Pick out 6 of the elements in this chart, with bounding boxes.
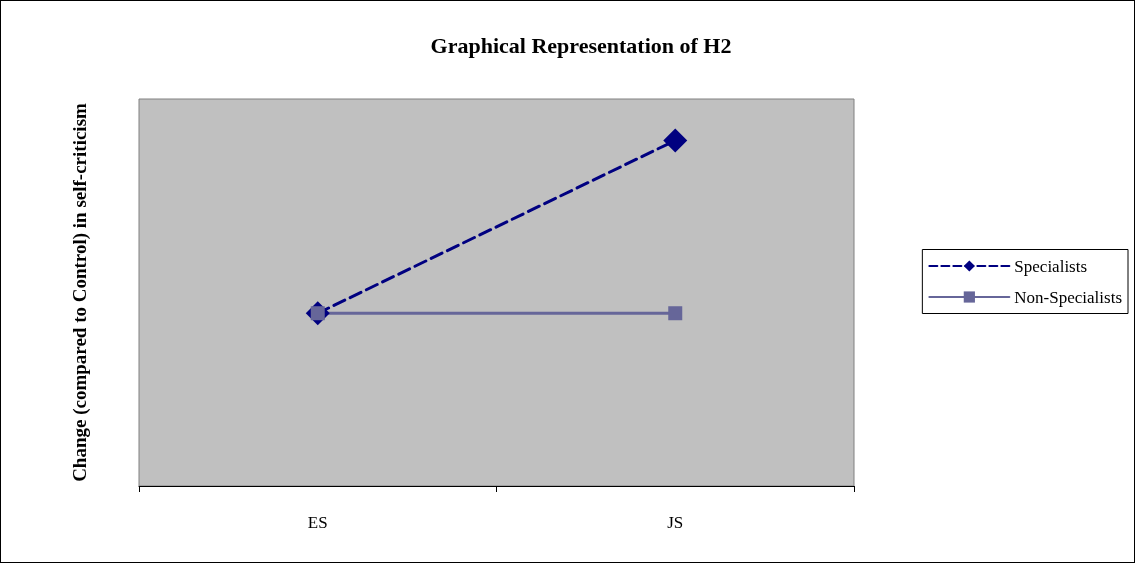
chart-title: Graphical Representation of H2 [430,32,732,58]
legend-label: Specialists [1014,256,1088,276]
x-tick-label: JS [667,513,684,532]
legend-label: Non-Specialists [1014,287,1122,307]
x-tick-label: ES [307,513,328,532]
y-axis-title: Change (compared to Control) in self-criticism [68,102,91,482]
